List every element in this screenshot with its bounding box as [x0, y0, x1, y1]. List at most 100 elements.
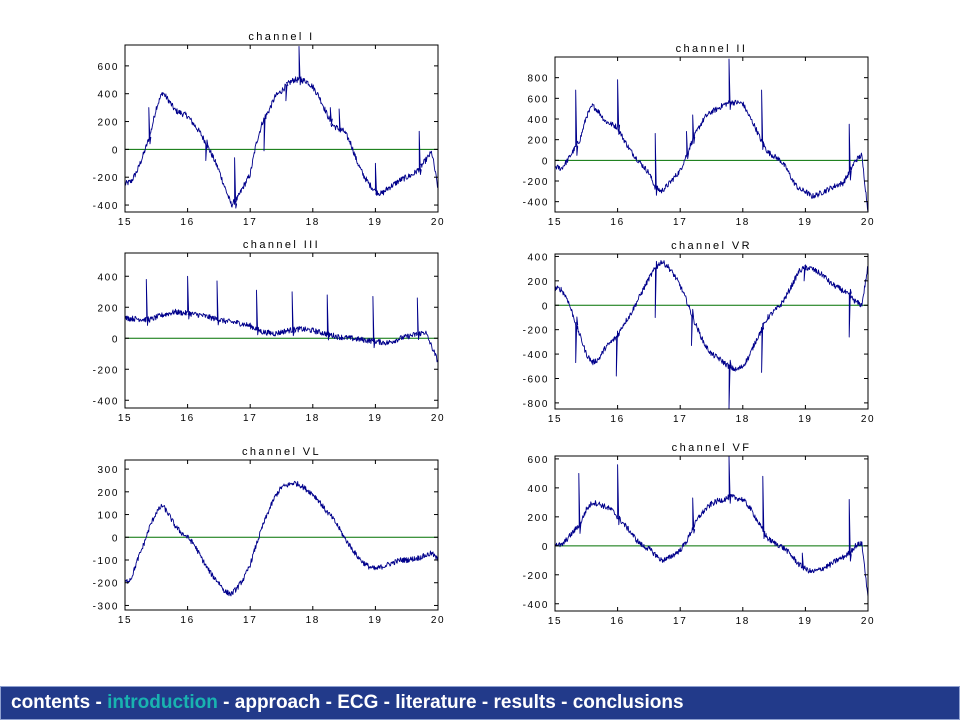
y-tick-label: 200 [528, 136, 550, 147]
chart-title: channel VR [671, 240, 752, 252]
trace-series-line [124, 275, 439, 363]
y-tick-label: 100 [98, 511, 120, 522]
x-tick-label: 20 [861, 217, 875, 228]
y-tick-label: -200 [93, 579, 119, 590]
x-tick-label: 20 [431, 217, 445, 228]
y-tick-label: 200 [98, 488, 120, 499]
trace-series-line [554, 58, 869, 213]
y-tick-label: -200 [523, 326, 549, 337]
x-tick-label: 18 [306, 413, 320, 424]
y-tick-label: 400 [98, 90, 120, 101]
x-tick-label: 19 [368, 413, 382, 424]
x-tick-label: 17 [243, 615, 257, 626]
y-tick-label: 400 [528, 115, 550, 126]
y-tick-label: -100 [93, 556, 119, 567]
nav-separator: - [555, 692, 573, 713]
y-tick-label: 600 [528, 94, 550, 105]
nav-separator: - [378, 692, 396, 713]
trace-series-line [124, 480, 439, 597]
charts-svg: channel I15 16 17 18 19 20-400-2000200400600c… [93, 31, 875, 627]
x-tick-label: 15 [548, 217, 562, 228]
x-tick-label: 15 [118, 413, 132, 424]
nav-approach[interactable]: approach [234, 692, 321, 713]
y-tick-label: 200 [98, 303, 120, 314]
y-tick-label: 800 [528, 74, 550, 85]
x-tick-label: 20 [431, 413, 445, 424]
x-tick-label: 16 [610, 414, 624, 425]
nav-introduction[interactable]: introduction [107, 692, 218, 713]
y-tick-label: 600 [98, 62, 120, 73]
y-tick-label: 400 [528, 252, 550, 263]
y-tick-label: 200 [528, 513, 550, 524]
x-tick-label: 16 [180, 615, 194, 626]
x-tick-label: 17 [673, 616, 687, 627]
x-tick-label: 16 [180, 413, 194, 424]
x-tick-label: 19 [798, 616, 812, 627]
y-tick-label: 600 [528, 455, 550, 466]
y-tick-label: -400 [523, 198, 549, 209]
y-tick-label: 400 [528, 484, 550, 495]
y-tick-label: 0 [112, 334, 119, 345]
x-tick-label: 19 [368, 615, 382, 626]
chart-1: channel I 15 16 17 18 19 20 -400 -200 0 200 400 600 [93, 31, 445, 228]
chart-title: channel I [248, 31, 314, 43]
chart-title: channel III [243, 239, 320, 251]
y-tick-label: -800 [523, 399, 549, 410]
x-tick-label: 16 [180, 217, 194, 228]
y-tick-label: -400 [523, 350, 549, 361]
trace-series-line [554, 455, 869, 597]
x-tick-label: 17 [243, 413, 257, 424]
x-tick-label: 19 [798, 217, 812, 228]
trace-series-line [554, 259, 869, 410]
nav-ecg[interactable]: ECG [337, 692, 379, 713]
nav-conclusions[interactable]: conclusions [572, 692, 684, 713]
y-tick-label: 0 [112, 533, 119, 544]
x-tick-label: 15 [118, 217, 132, 228]
y-tick-label: 300 [98, 465, 120, 476]
x-tick-label: 18 [306, 615, 320, 626]
x-tick-label: 18 [736, 414, 750, 425]
x-tick-label: 15 [548, 414, 562, 425]
trace-series-line [124, 45, 439, 209]
y-tick-label: 200 [528, 277, 550, 288]
chart-5: channel VL 15 16 17 18 19 20 -300 -200 -100 0 100 20… [93, 446, 444, 626]
x-tick-label: 17 [673, 217, 687, 228]
chart-6: channel VF 15 16 17 18 19 20 -400 -200 0 200 400 600 [523, 442, 875, 627]
x-tick-label: 18 [306, 217, 320, 228]
x-tick-label: 17 [673, 414, 687, 425]
nav-literature[interactable]: literature [395, 692, 477, 713]
chart-title: channel II [676, 43, 748, 55]
y-tick-label: 200 [98, 118, 120, 129]
nav-results[interactable]: results [493, 692, 556, 713]
y-tick-label: -300 [93, 601, 119, 612]
x-tick-label: 18 [736, 616, 750, 627]
plot-frame [554, 455, 869, 612]
y-tick-label: -200 [93, 365, 119, 376]
plot-frame [124, 252, 439, 409]
plot-frame [554, 253, 869, 410]
chart-3: channel III 15 16 17 18 19 20 -400 -200 0 200 400 [93, 239, 445, 424]
y-tick-label: -200 [523, 571, 549, 582]
y-tick-label: 0 [112, 145, 119, 156]
nav-separator: - [90, 692, 108, 713]
y-tick-label: -400 [523, 600, 549, 611]
y-tick-label: 0 [542, 301, 549, 312]
plot-frame [554, 56, 869, 213]
nav-contents[interactable]: contents [11, 692, 91, 713]
x-tick-label: 18 [736, 217, 750, 228]
x-tick-label: 15 [548, 616, 562, 627]
chart-title: channel VF [672, 442, 752, 454]
plot-frame [124, 459, 439, 611]
chart-2: channel II 15 16 17 18 19 20 -400 -200 0 200 400 600… [523, 43, 875, 228]
x-tick-label: 20 [861, 616, 875, 627]
x-tick-label: 16 [610, 616, 624, 627]
x-tick-label: 19 [798, 414, 812, 425]
navigation-bar: contents - introduction - approach - ECG… [0, 686, 960, 720]
x-tick-label: 16 [610, 217, 624, 228]
chart-4: channel VR 15 16 17 18 19 20 -800 -600 -400 -200 0 2… [523, 240, 875, 425]
chart-title: channel VL [242, 446, 321, 458]
y-tick-label: -200 [93, 173, 119, 184]
y-tick-label: -600 [523, 374, 549, 385]
y-tick-label: 0 [542, 156, 549, 167]
x-tick-label: 20 [861, 414, 875, 425]
